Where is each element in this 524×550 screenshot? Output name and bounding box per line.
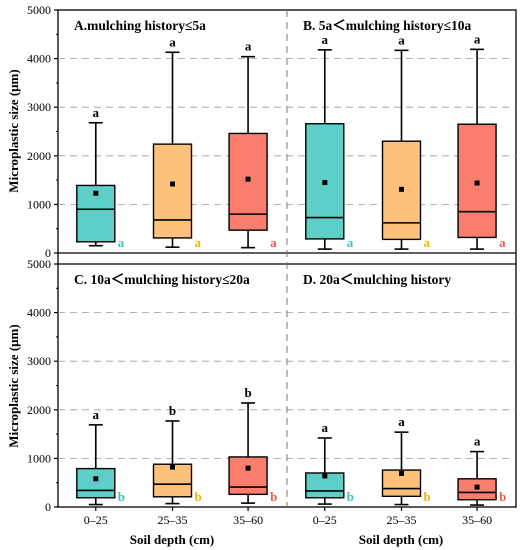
- significance-letter-side: a: [499, 235, 506, 250]
- significance-letter-top: a: [169, 34, 176, 49]
- significance-letter-side: b: [195, 489, 202, 504]
- box-25-35: [152, 463, 193, 498]
- y-axis-label-top: Microplastic size (μm): [6, 69, 21, 192]
- significance-letter-side: b: [424, 489, 431, 504]
- x-tick-label: 0–25: [313, 513, 337, 527]
- axes-layer: 0100020003000400050000100020003000400050…: [27, 3, 517, 514]
- y-tick-label: 4000: [27, 306, 51, 320]
- significance-letter-side: b: [499, 489, 506, 504]
- significance-letter-top: a: [322, 420, 329, 435]
- y-tick-label: 0: [45, 500, 51, 514]
- x-tick-label: 25–35: [387, 513, 417, 527]
- box-mean-marker: [93, 476, 99, 482]
- panel-title: B. 5a＜mulching history≤10a: [303, 18, 472, 33]
- x-tick-label: 25–35: [158, 513, 188, 527]
- y-tick-label: 5000: [27, 257, 51, 271]
- y-tick-label: 2000: [27, 403, 51, 417]
- significance-letter-top: a: [398, 414, 405, 429]
- significance-letter-side: a: [270, 235, 277, 250]
- box-mean-marker: [170, 181, 175, 187]
- y-tick-label: 2000: [27, 149, 51, 163]
- significance-letter-side: b: [118, 489, 125, 504]
- panel-d: D. 20a＜mulching history a b 0–25 a b 25–35 a b 35…: [303, 272, 506, 527]
- significance-letter-top: a: [474, 434, 481, 449]
- box-0-25: [76, 467, 116, 499]
- box-25-35: [381, 469, 422, 498]
- panel-c: C. 10a＜mulching history≤20a a b 0–25 b b 25–35…: [74, 272, 277, 527]
- significance-letter-side: a: [118, 235, 125, 250]
- significance-letter-top: a: [93, 407, 100, 422]
- significance-letter-top: a: [245, 39, 252, 54]
- box-mean-marker: [474, 180, 480, 186]
- x-tick-label: 35–60: [462, 513, 492, 527]
- y-tick-label: 3000: [27, 100, 51, 114]
- significance-letter-side: a: [424, 235, 431, 250]
- box-mean-marker: [399, 470, 404, 476]
- y-tick-label: 5000: [27, 3, 51, 17]
- significance-letter-top: b: [244, 385, 251, 400]
- box-25-35: [152, 143, 193, 239]
- box-mean-marker: [245, 176, 251, 182]
- box-35-60: [228, 456, 268, 496]
- y-tick-label: 3000: [27, 354, 51, 368]
- box-mean-marker: [170, 464, 175, 470]
- box-mean-marker: [474, 484, 480, 490]
- box-mean-marker: [322, 180, 328, 186]
- box-mean-marker: [93, 190, 99, 196]
- significance-letter-top: a: [322, 32, 329, 47]
- significance-letter-side: b: [347, 489, 354, 504]
- significance-letter-top: a: [474, 31, 481, 46]
- significance-letter-top: a: [93, 105, 100, 120]
- y-axis-label-bottom: Microplastic size (μm): [6, 324, 21, 447]
- box-mean-marker: [322, 473, 328, 479]
- significance-letter-side: a: [195, 235, 202, 250]
- panel-title: C. 10a＜mulching history≤20a: [74, 272, 250, 287]
- x-tick-label: 35–60: [233, 513, 263, 527]
- y-tick-label: 1000: [27, 451, 51, 465]
- panel-title: D. 20a＜mulching history: [303, 272, 451, 287]
- x-axis-label-right: Soil depth (cm): [359, 532, 444, 547]
- x-tick-label: 0–25: [84, 513, 108, 527]
- significance-letter-top: b: [169, 403, 176, 418]
- significance-letter-side: a: [347, 235, 354, 250]
- box-mean-marker: [399, 186, 404, 192]
- box-mean-marker: [245, 465, 251, 471]
- y-tick-label: 0: [45, 246, 51, 260]
- panel-title: A.mulching history≤5a: [74, 18, 206, 33]
- y-tick-label: 4000: [27, 52, 51, 66]
- significance-letter-top: a: [398, 32, 405, 47]
- x-axis-label-left: Soil depth (cm): [130, 532, 215, 547]
- y-tick-label: 1000: [27, 197, 51, 211]
- box-35-60: [228, 132, 268, 231]
- significance-letter-side: b: [270, 489, 277, 504]
